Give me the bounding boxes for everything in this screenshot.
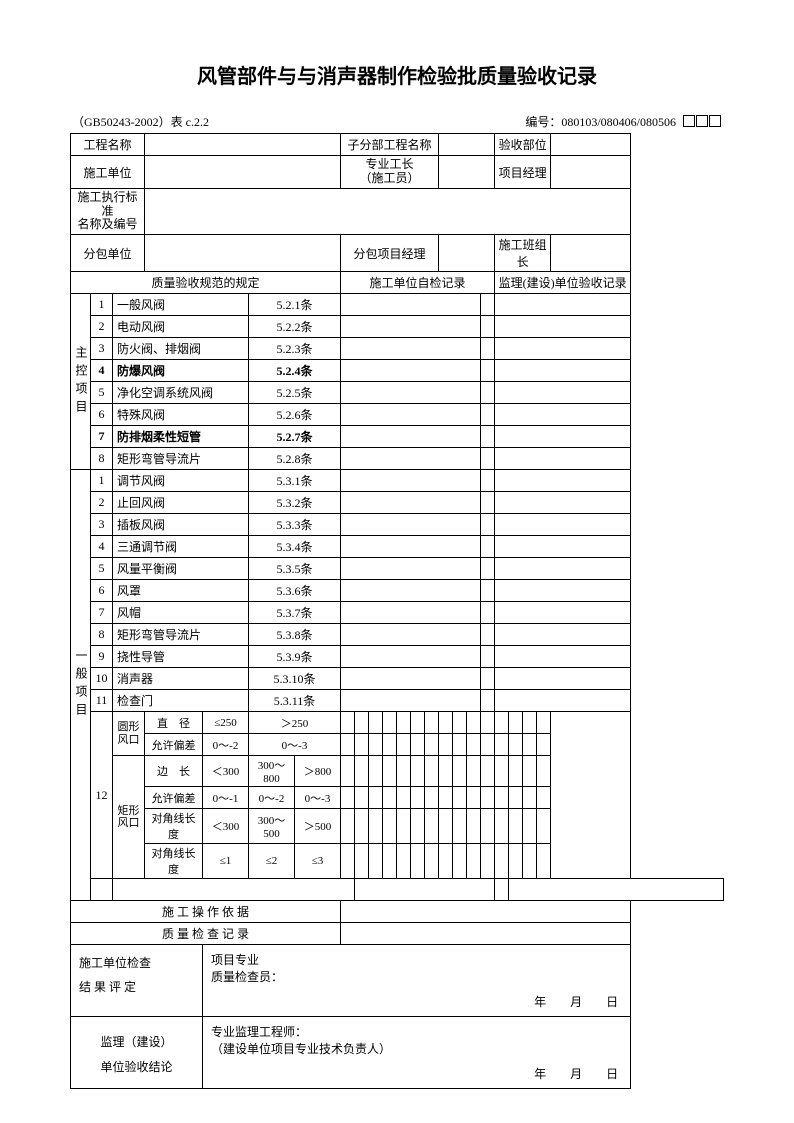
gen-row-1: 一般项目 1 调节风阀 5.3.1条 [71, 470, 724, 492]
lbl-accept-dept: 验收部位 [495, 134, 551, 156]
lbl-foreman: 专业工长 （施工员） [341, 156, 439, 189]
blank-row [71, 879, 724, 901]
engineer-block: 专业监理工程师： （建设单位项目专业技术负责人） 年 月 日 [203, 1017, 631, 1089]
lbl-round-outlet: 圆形风口 [113, 712, 145, 756]
supervise-row: 监理（建设） 单位验收结论 专业监理工程师： （建设单位项目专业技术负责人） 年… [71, 1017, 724, 1089]
lbl-record: 质 量 检 查 记 录 [71, 923, 341, 945]
hdr-row-2: 施工单位 专业工长 （施工员） 项目经理 [71, 156, 724, 189]
unit-check-row: 施工单位检查 结 果 评 定 项目专业 质量检查员： 年 月 日 [71, 945, 724, 1017]
lbl-subcontractor: 分包单位 [71, 235, 145, 272]
main-row-3: 3 防火阀、排烟阀 5.2.3条 [71, 338, 724, 360]
lbl-sub-project: 子分部工程名称 [341, 134, 439, 156]
main-row-8: 8 矩形弯管导流片 5.2.8条 [71, 448, 724, 470]
lbl-team-leader: 施工班组长 [495, 235, 551, 272]
group-main: 主控项目 [71, 294, 91, 470]
col-supervise: 监理(建设)单位验收记录 [495, 272, 631, 294]
col-header-row: 质量验收规范的规定 施工单位自检记录 监理(建设)单位验收记录 [71, 272, 724, 294]
main-row-5: 5 净化空调系统风阀 5.2.5条 [71, 382, 724, 404]
col-self-check: 施工单位自检记录 [341, 272, 495, 294]
record-row: 质 量 检 查 记 录 [71, 923, 724, 945]
lbl-basis: 施 工 操 作 依 据 [71, 901, 341, 923]
lbl-rect-outlet: 矩形风口 [113, 756, 145, 879]
lbl-unit-check: 施工单位检查 结 果 评 定 [71, 945, 203, 1017]
gen-row-12-1: 12 圆形风口 直 径 ≤250 ＞250 [71, 712, 724, 734]
lbl-exec-std: 施工执行标准 名称及编号 [71, 188, 145, 234]
inspector-block: 项目专业 质量检查员： 年 月 日 [203, 945, 631, 1017]
subtitle-row: （GB50243-2002）表 c.2.2 编号：080103/080406/0… [70, 113, 724, 131]
lbl-project-name: 工程名称 [71, 134, 145, 156]
group-general: 一般项目 [71, 470, 91, 901]
main-row-2: 2 电动风阀 5.2.2条 [71, 316, 724, 338]
page-title: 风管部件与与消声器制作检验批质量验收记录 [70, 60, 724, 89]
col-spec: 质量验收规范的规定 [71, 272, 341, 294]
lbl-pm: 项目经理 [495, 156, 551, 189]
lbl-construction-unit: 施工单位 [71, 156, 145, 189]
basis-row: 施 工 操 作 依 据 [71, 901, 724, 923]
lbl-supervise-conclusion: 监理（建设） 单位验收结论 [71, 1017, 203, 1089]
spec-ref: （GB50243-2002）表 c.2.2 [72, 113, 209, 131]
main-row-4: 4 防爆风阀 5.2.4条 [71, 360, 724, 382]
main-row-7: 7 防排烟柔性短管 5.2.7条 [71, 426, 724, 448]
main-row-1: 主控项目 1 一般风阀 5.2.1条 [71, 294, 724, 316]
hdr-row-1: 工程名称 子分部工程名称 验收部位 [71, 134, 724, 156]
checkbox-group [683, 115, 722, 131]
hdr-row-4: 分包单位 分包项目经理 施工班组长 [71, 235, 724, 272]
main-table: 工程名称 子分部工程名称 验收部位 施工单位 专业工长 （施工员） 项目经理 施… [70, 133, 724, 1089]
main-row-6: 6 特殊风阀 5.2.6条 [71, 404, 724, 426]
doc-no: 编号：080103/080406/080506 [525, 113, 722, 131]
lbl-sub-pm: 分包项目经理 [341, 235, 439, 272]
hdr-row-3: 施工执行标准 名称及编号 [71, 188, 724, 234]
